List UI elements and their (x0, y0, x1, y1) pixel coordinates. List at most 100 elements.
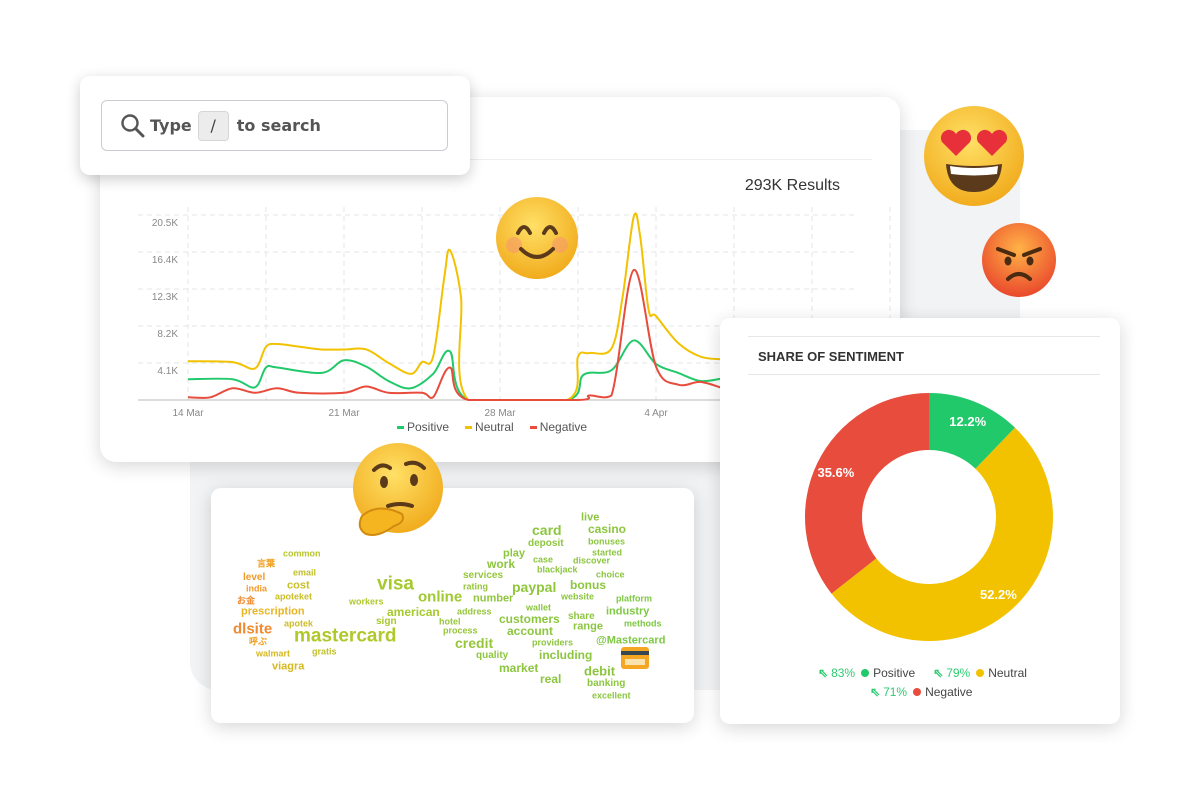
divider (110, 159, 872, 160)
sentiment-donut-chart: 12.2% 52.2% 35.6% (805, 393, 1053, 641)
word-cloud-term[interactable]: work (487, 557, 516, 571)
word-cloud-term[interactable]: share (568, 611, 595, 622)
y-tick-label: 4.1K (157, 366, 178, 377)
word-cloud-term[interactable]: paypal (512, 579, 557, 595)
word-cloud-term[interactable]: play (503, 547, 526, 560)
word-cloud-term[interactable]: bonuses (588, 536, 626, 547)
legend-positive[interactable]: Positive (397, 420, 449, 434)
word-cloud-term[interactable]: american (387, 605, 440, 619)
word-cloud-term[interactable]: market (499, 661, 539, 675)
series-line-positive (187, 339, 724, 402)
word-cloud-term[interactable]: quality (476, 650, 509, 661)
word-cloud-term[interactable]: online (418, 588, 463, 606)
word-cloud-term[interactable]: including (539, 648, 593, 662)
change-percent: 79% (946, 666, 971, 680)
legend-label: Neutral (988, 666, 1027, 680)
word-cloud-term[interactable]: casino (588, 522, 627, 536)
word-cloud-term[interactable]: 言葉 (257, 558, 276, 569)
word-cloud-term[interactable]: website (561, 591, 595, 602)
legend-negative[interactable]: Negative (529, 420, 588, 434)
word-cloud-term[interactable]: common (283, 548, 321, 559)
search-icon (121, 113, 145, 137)
change-percent: 83% (831, 666, 856, 680)
y-tick-label: 20.5K (152, 218, 178, 229)
legend-positive[interactable]: ⇖ 83% Positive (818, 666, 915, 680)
y-tick-label: 8.2K (157, 329, 178, 340)
word-cloud-term[interactable]: お金 (237, 595, 256, 606)
word-cloud-term[interactable]: walmart (256, 648, 291, 659)
x-tick-label: 4 Apr (644, 408, 668, 419)
word-cloud-term[interactable]: 呼ぶ (249, 636, 268, 647)
word-cloud-term[interactable]: process (443, 625, 478, 636)
word-cloud-term[interactable]: banking (587, 678, 626, 689)
credit-card-icon (621, 647, 649, 669)
word-cloud-term[interactable]: prescription (241, 605, 305, 618)
word-cloud-term[interactable]: industry (606, 605, 650, 618)
chart-legend: Positive Neutral Negative (397, 420, 587, 434)
donut-slice-negative[interactable] (805, 393, 929, 594)
word-cloud-term[interactable]: real (540, 672, 562, 686)
word-cloud-term[interactable]: visa (377, 573, 414, 595)
divider (748, 336, 1100, 337)
x-tick-label: 21 Mar (328, 408, 360, 419)
word-cloud-term[interactable]: choice (596, 569, 625, 580)
word-cloud-term[interactable]: range (573, 620, 603, 633)
word-cloud-term[interactable]: live (581, 511, 600, 524)
word-cloud-term[interactable]: level (243, 572, 266, 583)
legend-label: Positive (873, 666, 916, 680)
x-tick-label: 14 Mar (172, 408, 204, 419)
word-cloud-term[interactable]: account (507, 624, 554, 638)
word-cloud-term[interactable]: number (473, 592, 514, 605)
word-cloud-term[interactable]: workers (349, 596, 384, 607)
word-cloud-card: live card casino deposit bonuses common 言葉 play… (211, 488, 694, 723)
word-cloud-term[interactable]: platform (616, 593, 652, 604)
word-cloud-term[interactable]: hotel (439, 616, 461, 627)
word-cloud-term[interactable]: blackjack (537, 564, 578, 575)
word-cloud-term[interactable]: providers (532, 637, 574, 648)
word-cloud-term[interactable]: email (293, 567, 317, 578)
word-cloud-term[interactable]: india (246, 583, 268, 594)
word-cloud-term[interactable]: customers (499, 612, 560, 626)
legend-label: Negative (539, 420, 588, 434)
word-cloud-term[interactable]: mastercard (294, 625, 397, 647)
word-cloud-term[interactable]: deposit (528, 538, 564, 549)
donut-slice-positive[interactable] (929, 393, 1016, 469)
legend-negative[interactable]: ⇖ 71% Negative (870, 685, 972, 699)
word-cloud-term[interactable]: card (532, 522, 562, 538)
word-cloud-term[interactable]: sign (376, 616, 397, 627)
slice-label: 12.2% (949, 414, 986, 429)
word-cloud-term[interactable]: services (463, 570, 504, 581)
search-card: Type / to search (80, 76, 470, 175)
smiling-face-emoji-icon (496, 197, 578, 279)
legend-neutral[interactable]: ⇖ 79% Neutral (933, 666, 1027, 680)
word-cloud-term[interactable]: bonus (570, 578, 606, 592)
y-tick-label: 12.3K (152, 292, 178, 303)
word-cloud-term[interactable]: gratis (312, 646, 337, 657)
donut-slice-neutral[interactable] (831, 427, 1053, 641)
legend-neutral[interactable]: Neutral (465, 420, 514, 434)
thinking-face-emoji-icon (353, 443, 443, 536)
divider (748, 374, 1100, 375)
heart-eyes-emoji-icon (924, 106, 1024, 206)
word-cloud-term[interactable]: rating (463, 581, 489, 592)
word-cloud-term[interactable]: excellent (592, 690, 631, 701)
word-cloud-term[interactable]: case (533, 554, 554, 565)
word-cloud-term[interactable]: wallet (526, 602, 552, 613)
word-cloud-term[interactable]: apoteket (275, 591, 313, 602)
word-cloud-term[interactable]: discover (573, 555, 611, 566)
word-cloud-term[interactable]: credit (455, 635, 494, 651)
results-count: 293K Results (744, 177, 840, 194)
arrow-up-left-icon: ⇖ (818, 666, 829, 680)
word-cloud-term[interactable]: viagra (272, 660, 305, 673)
word-cloud-term[interactable]: debit (584, 663, 616, 679)
word-cloud-term[interactable]: dlsite (233, 620, 273, 638)
word-cloud-term[interactable]: @Mastercard (596, 634, 666, 647)
search-input[interactable]: Type / to search (101, 100, 448, 151)
x-tick-label: 28 Mar (484, 408, 516, 419)
word-cloud-term[interactable]: cost (287, 579, 310, 592)
word-cloud-term[interactable]: started (592, 547, 623, 558)
word-cloud-term[interactable]: methods (624, 618, 662, 629)
word-cloud-term[interactable]: apotek (284, 618, 314, 629)
word-cloud-term[interactable]: address (457, 606, 492, 617)
legend-row: ⇖ 83% Positive ⇖ 79% Neutral ⇖ 71% Negative (818, 666, 1027, 699)
